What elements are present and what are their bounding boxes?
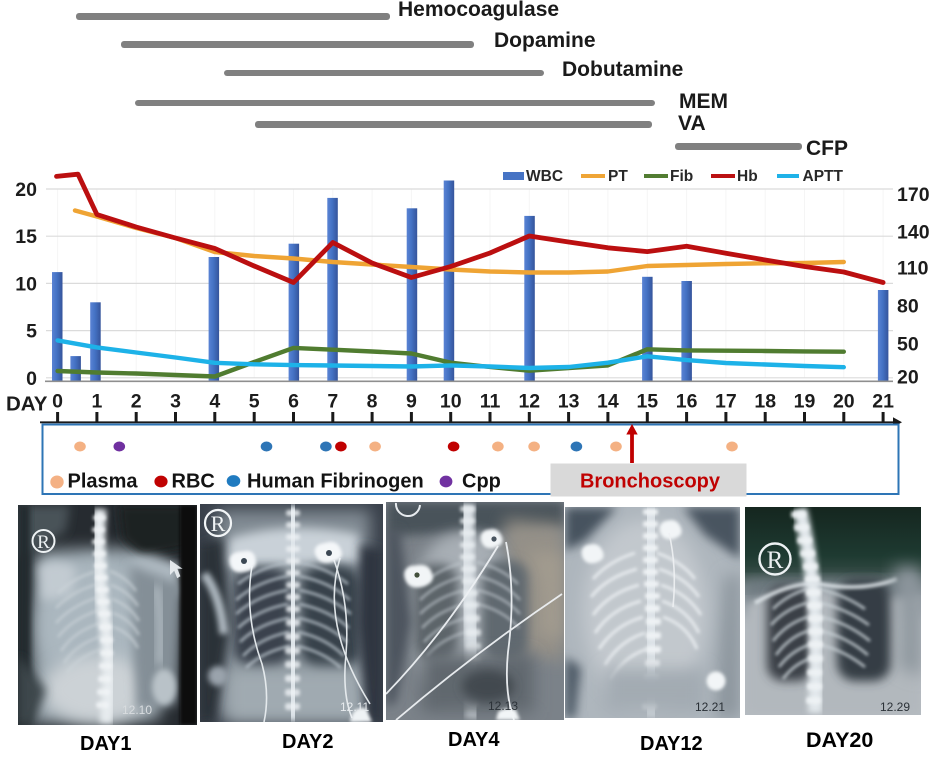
svg-text:Plasma: Plasma bbox=[68, 471, 139, 493]
svg-text:PT: PT bbox=[608, 168, 628, 185]
svg-text:20: 20 bbox=[15, 179, 37, 201]
svg-text:1: 1 bbox=[91, 391, 102, 413]
svg-text:Fib: Fib bbox=[670, 168, 693, 185]
svg-text:12.13: 12.13 bbox=[488, 699, 518, 713]
svg-text:20: 20 bbox=[833, 391, 855, 413]
svg-text:12.29: 12.29 bbox=[880, 700, 910, 714]
svg-text:R: R bbox=[37, 532, 50, 553]
svg-text:5: 5 bbox=[249, 391, 260, 413]
svg-text:17: 17 bbox=[715, 391, 737, 413]
svg-text:9: 9 bbox=[406, 391, 417, 413]
svg-text:5: 5 bbox=[26, 321, 37, 343]
svg-text:0: 0 bbox=[52, 391, 63, 413]
svg-text:16: 16 bbox=[676, 391, 698, 413]
svg-text:21: 21 bbox=[872, 391, 894, 413]
svg-text:14: 14 bbox=[597, 391, 619, 413]
svg-text:Bronchoscopy: Bronchoscopy bbox=[580, 471, 721, 493]
svg-text:19: 19 bbox=[794, 391, 816, 413]
svg-text:7: 7 bbox=[327, 391, 338, 413]
svg-text:110: 110 bbox=[897, 258, 929, 280]
svg-text:8: 8 bbox=[367, 391, 378, 413]
svg-text:12.11: 12.11 bbox=[340, 700, 369, 714]
svg-text:RBC: RBC bbox=[172, 471, 215, 493]
svg-text:Hb: Hb bbox=[737, 168, 758, 185]
svg-text:20: 20 bbox=[897, 367, 919, 389]
svg-text:12.21: 12.21 bbox=[695, 700, 725, 714]
svg-text:170: 170 bbox=[897, 184, 930, 206]
svg-text:APTT: APTT bbox=[803, 168, 844, 185]
svg-text:15: 15 bbox=[15, 226, 37, 248]
svg-text:11: 11 bbox=[480, 391, 501, 413]
svg-text:15: 15 bbox=[636, 391, 658, 413]
svg-text:12: 12 bbox=[518, 391, 540, 413]
svg-text:0: 0 bbox=[26, 368, 37, 390]
svg-text:13: 13 bbox=[558, 391, 580, 413]
svg-text:DAY: DAY bbox=[6, 393, 48, 416]
svg-text:3: 3 bbox=[170, 391, 181, 413]
svg-text:10: 10 bbox=[440, 391, 462, 413]
svg-text:80: 80 bbox=[897, 296, 919, 318]
svg-text:4: 4 bbox=[209, 391, 220, 413]
svg-text:Cpp: Cpp bbox=[462, 471, 501, 493]
svg-text:2: 2 bbox=[131, 391, 142, 413]
svg-text:10: 10 bbox=[15, 273, 37, 295]
svg-text:WBC: WBC bbox=[526, 168, 563, 185]
svg-text:R: R bbox=[211, 511, 226, 536]
svg-text:R: R bbox=[767, 547, 784, 574]
svg-text:12.10: 12.10 bbox=[122, 703, 152, 717]
svg-text:6: 6 bbox=[288, 391, 299, 413]
svg-text:50: 50 bbox=[897, 334, 919, 356]
svg-text:18: 18 bbox=[754, 391, 776, 413]
svg-text:140: 140 bbox=[897, 222, 930, 244]
svg-text:Human Fibrinogen: Human Fibrinogen bbox=[247, 471, 424, 493]
